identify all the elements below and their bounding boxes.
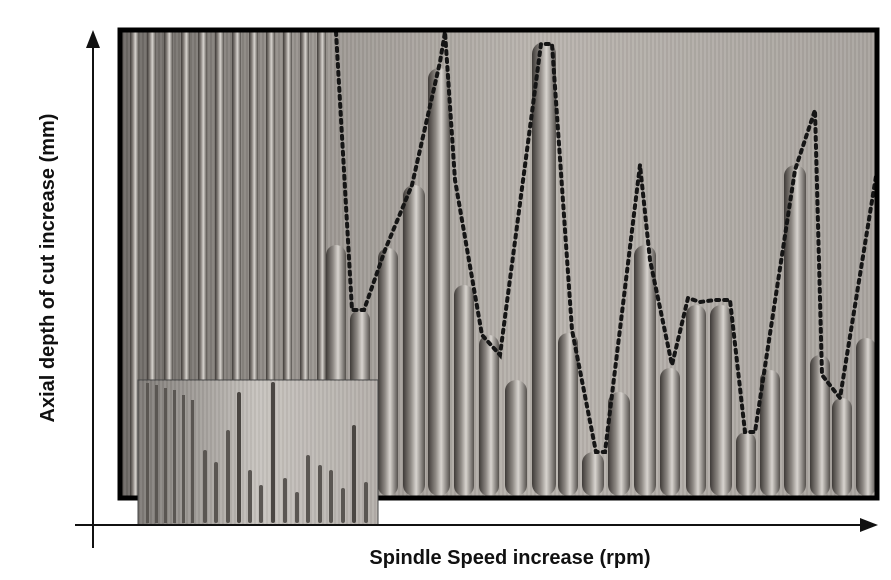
machined-slots-photo bbox=[117, 27, 880, 501]
axes bbox=[75, 30, 878, 548]
x-axis-arrow-icon bbox=[860, 518, 878, 532]
inset-photo bbox=[137, 379, 379, 526]
x-axis-label: Spindle Speed increase (rpm) bbox=[369, 547, 651, 569]
y-axis-arrow-icon bbox=[86, 30, 100, 48]
y-axis-label: Axial depth of cut increase (mm) bbox=[37, 113, 59, 423]
stability-boundary-line bbox=[334, 30, 879, 454]
full-depth-grooves bbox=[130, 32, 326, 496]
